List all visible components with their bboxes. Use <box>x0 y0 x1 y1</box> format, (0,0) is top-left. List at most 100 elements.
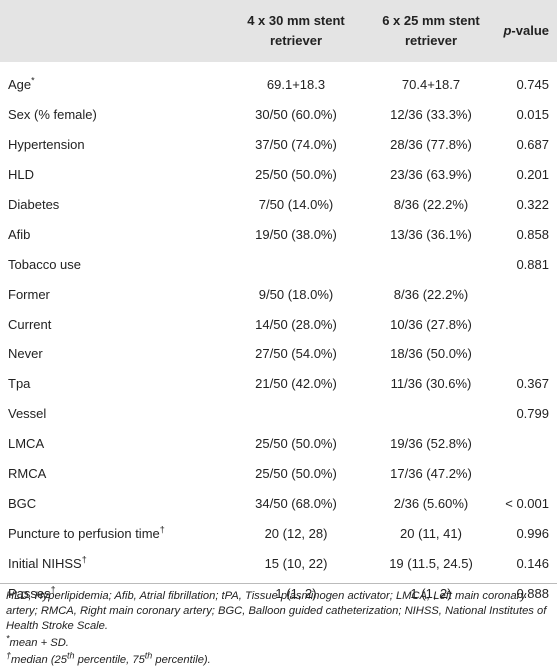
row-label: Current <box>0 309 226 339</box>
label-text: RMCA <box>8 466 47 482</box>
label-text: HLD <box>8 167 35 183</box>
row-label: Passes† <box>0 578 226 608</box>
row-label: Never <box>0 339 226 369</box>
row-label: Diabetes <box>0 190 226 220</box>
table-row: Passes† 1 (1, 2) 1 (1, 2) 0.888 <box>0 578 557 608</box>
row-label: BGC <box>0 488 226 518</box>
text-run: percentile). <box>152 654 211 666</box>
table-cell: 25/50 (50.0%) <box>255 436 337 452</box>
table-cell: 0.146 <box>516 555 549 571</box>
footnotes: HLD, Hyperlipidemia; Afib, Atrial fibril… <box>6 589 549 666</box>
table-cell: 17/36 (47.2%) <box>390 466 472 482</box>
footnote: *mean + SD. <box>6 634 549 651</box>
table-row: Current 14/50 (28.0%) 10/36 (27.8%) <box>0 309 557 339</box>
table-row: Afib 19/50 (38.0%) 13/36 (36.1%) 0.858 <box>0 219 557 249</box>
table-row: Vessel 0.799 <box>0 399 557 429</box>
table-cell: 11/36 (30.6%) <box>390 376 472 392</box>
table-cell: 0.322 <box>516 197 549 212</box>
table-cell: 0.687 <box>516 137 549 153</box>
table-row: LMCA 25/50 (50.0%) 19/36 (52.8%) <box>0 429 557 459</box>
row-label: Vessel <box>0 399 226 429</box>
table-cell <box>226 249 366 279</box>
table-row: Age* 69.1+18.3 70.4+18.7 0.745 <box>0 62 557 100</box>
table-cell: 15 (10, 22) <box>264 555 328 571</box>
data-table: 4 x 30 mm stent retriever 6 x 25 mm stent… <box>0 0 557 608</box>
table-row: Tobacco use 0.881 <box>0 249 557 279</box>
table-cell: 0.745 <box>516 77 549 93</box>
label-text: Passes <box>8 585 51 601</box>
table-cell: 19 (11.5, 24.5) <box>389 555 473 571</box>
table-cell: 12/36 (33.3%) <box>390 107 472 123</box>
table-cell: < 0.001 <box>505 495 549 511</box>
label-text: Vessel <box>8 406 47 422</box>
label-text: Initial NIHSS <box>8 555 82 571</box>
table-cell <box>496 309 557 339</box>
label-text: Afib <box>8 226 31 242</box>
label-text: LMCA <box>8 436 45 452</box>
table-cell: 20 (11, 41) <box>400 525 462 541</box>
table-cell: 0.858 <box>516 226 549 242</box>
table-cell <box>366 249 496 279</box>
label-text: BGC <box>8 495 37 511</box>
table-cell: 25/50 (50.0%) <box>255 167 337 183</box>
label-text: Age <box>8 77 32 93</box>
footnote: HLD, Hyperlipidemia; Afib, Atrial fibril… <box>6 589 549 634</box>
label-text: Current <box>8 316 52 332</box>
row-label: Puncture to perfusion time† <box>0 518 226 548</box>
label-text: Tpa <box>8 376 31 392</box>
row-label: LMCA <box>0 429 226 459</box>
header-cell <box>0 0 226 62</box>
table-row: Diabetes 7/50 (14.0%) 8/36 (22.2%) 0.322 <box>0 190 557 220</box>
footnote-mark: † <box>50 584 56 595</box>
table-cell: 19/36 (52.8%) <box>390 436 472 452</box>
table-cell: 28/36 (77.8%) <box>390 137 472 153</box>
table-row: Never 27/50 (54.0%) 18/36 (50.0%) <box>0 339 557 369</box>
table-cell: 30/50 (60.0%) <box>255 107 337 123</box>
table-cell: 20 (12, 28) <box>264 525 328 541</box>
text-run: mean + SD. <box>9 637 69 649</box>
row-label: Initial NIHSS† <box>0 548 226 578</box>
table-row: Former 9/50 (18.0%) 8/36 (22.2%) <box>0 279 557 309</box>
table-cell <box>366 399 496 429</box>
table-cell <box>226 399 366 429</box>
table-cell: 0.367 <box>516 376 549 392</box>
table-row: BGC 34/50 (68.0%) 2/36 (5.60%) < 0.001 <box>0 488 557 518</box>
table-row: Puncture to perfusion time† 20 (12, 28) 20… <box>0 518 557 548</box>
table-cell: 37/50 (74.0%) <box>255 137 337 153</box>
table-cell: 0.888 <box>516 585 549 601</box>
table-cell: 10/36 (27.8%) <box>390 316 472 332</box>
table-cell: 69.1+18.3 <box>266 77 326 93</box>
header-text: p-value <box>503 23 549 38</box>
row-label: Age* <box>0 62 226 100</box>
table-cell: 1 (1, 2) <box>410 585 452 601</box>
table-cell: 21/50 (42.0%) <box>255 376 337 392</box>
table-cell: 25/50 (50.0%) <box>255 466 337 482</box>
table-cell: 1 (1, 2) <box>275 585 317 601</box>
table-cell: 14/50 (28.0%) <box>255 316 337 332</box>
table-cell <box>496 459 557 489</box>
row-label: Sex (% female) <box>0 100 226 130</box>
row-label: Tpa <box>0 369 226 399</box>
table-cell: 19/50 (38.0%) <box>255 226 337 242</box>
footnote-mark: † <box>81 554 87 565</box>
row-label: Former <box>0 279 226 309</box>
text-run: median (25 <box>11 654 67 666</box>
table-row: Sex (% female) 30/50 (60.0%) 12/36 (33.3%)… <box>0 100 557 130</box>
row-label: RMCA <box>0 459 226 489</box>
table-cell <box>496 429 557 459</box>
table-cell: 0.996 <box>516 525 549 541</box>
table-cell <box>496 339 557 369</box>
header-cell: 4 x 30 mm stent retriever <box>226 0 366 62</box>
table-cell: 0.881 <box>516 256 549 272</box>
label-text: Diabetes <box>8 197 60 212</box>
row-label: HLD <box>0 160 226 190</box>
label-text: Tobacco use <box>8 256 81 272</box>
text-run: -value <box>511 23 549 38</box>
table-cell: 7/50 (14.0%) <box>258 197 334 212</box>
footnote: †median (25th percentile, 75th percentil… <box>6 651 549 666</box>
divider <box>0 583 557 584</box>
table-cell: 8/36 (22.2%) <box>393 286 469 302</box>
table-cell: 23/36 (63.9%) <box>390 167 472 183</box>
table-cell: 27/50 (54.0%) <box>255 346 337 362</box>
